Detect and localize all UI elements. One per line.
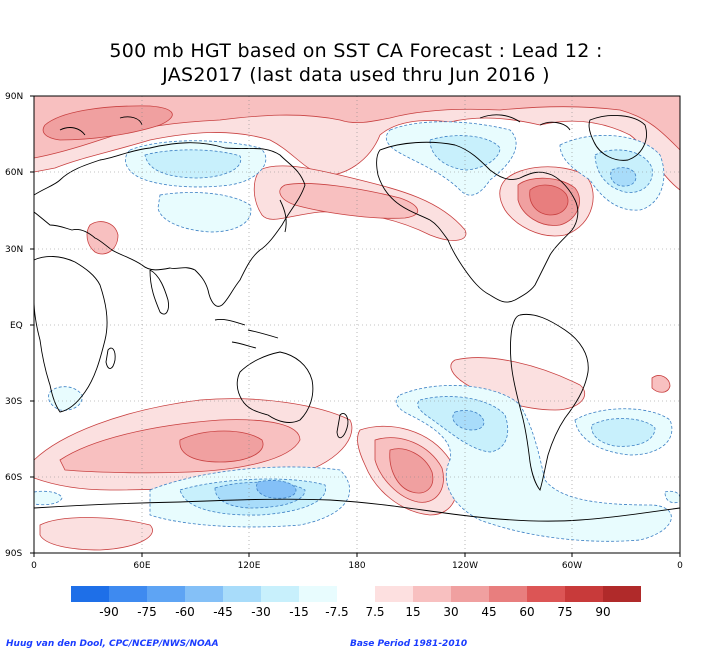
coastline-new-zealand <box>336 413 349 439</box>
colorbar-label: 30 <box>443 605 458 619</box>
lat-label-30s: 30S <box>5 397 22 407</box>
colorbar-swatch <box>375 586 413 602</box>
colorbar-label: -45 <box>213 605 233 619</box>
colorbar-swatch <box>337 586 375 602</box>
colorbar-label: 90 <box>595 605 610 619</box>
anomaly-east-south-negative <box>664 490 680 504</box>
lon-label-0-right: 0 <box>677 561 683 571</box>
anomaly-atlantic-small-positive <box>651 375 671 393</box>
lat-label-eq: EQ <box>10 321 23 331</box>
map-plot-area: 90N 60N 30N EQ 30S 60S 90S 0 60E 120E 18… <box>5 92 683 571</box>
lon-label-60w: 60W <box>562 561 582 571</box>
credit-author: Huug van den Dool, CPC/NCEP/NWS/NOAA <box>6 639 219 649</box>
colorbar-label: -60 <box>175 605 195 619</box>
coastline-arctic-islands <box>59 114 571 136</box>
coastline-antarctica <box>34 498 680 522</box>
colorbar-swatch <box>261 586 299 602</box>
anomaly-west-south-negative <box>34 490 63 506</box>
colorbar-swatch <box>71 586 109 602</box>
colorbar-swatch <box>299 586 337 602</box>
colorbar-labels: -90 -75 -60 -45 -30 -15 -7.5 7.5 15 30 4… <box>99 605 610 619</box>
colorbar-swatch <box>109 586 147 602</box>
colorbar-label: 45 <box>481 605 496 619</box>
coastline-india <box>149 269 169 315</box>
colorbar-label: 15 <box>405 605 420 619</box>
lon-label-0-left: 0 <box>31 561 37 571</box>
colorbar-swatch <box>565 586 603 602</box>
longitude-labels: 0 60E 120E 180 120W 60W 0 <box>31 561 683 571</box>
colorbar-label: -75 <box>137 605 157 619</box>
coastline-madagascar <box>105 347 116 369</box>
anomaly-pacific-positive-2 <box>279 183 418 219</box>
lat-label-90s: 90S <box>5 549 22 559</box>
credit-base-period: Base Period 1981-2010 <box>350 639 468 649</box>
coastline-australia <box>236 351 314 423</box>
anomaly-atlantic-negative-3 <box>610 167 637 187</box>
lat-label-90n: 90N <box>5 92 23 102</box>
lon-label-180: 180 <box>348 561 365 571</box>
colorbar-label: 75 <box>557 605 572 619</box>
anomaly-southern-ocean-negative-4 <box>256 480 297 499</box>
colorbar-swatch <box>223 586 261 602</box>
lon-label-120w: 120W <box>452 561 478 571</box>
colorbar-label: 7.5 <box>365 605 384 619</box>
anomaly-south-indian-positive-3 <box>179 430 264 463</box>
colorbar-swatch <box>147 586 185 602</box>
colorbar-swatch <box>489 586 527 602</box>
colorbar-swatch <box>185 586 223 602</box>
anomaly-na-positive-3 <box>529 184 569 216</box>
chart-title-line-2: JAS2017 (last data used thru Jun 2016 ) <box>162 64 550 86</box>
colorbar-swatch <box>527 586 565 602</box>
colorbar-swatch <box>451 586 489 602</box>
coastline-indonesia <box>214 319 279 349</box>
colorbar-swatch <box>413 586 451 602</box>
chart-title-line-1: 500 mb HGT based on SST CA Forecast : Le… <box>109 40 603 62</box>
coastline-eurasia <box>34 142 306 307</box>
lat-label-30n: 30N <box>5 245 23 255</box>
colorbar-label: -90 <box>99 605 119 619</box>
coastlines <box>34 114 680 522</box>
lat-label-60s: 60S <box>5 473 22 483</box>
grid-lines <box>34 96 680 553</box>
latitude-labels: 90N 60N 30N EQ 30S 60S 90S <box>5 92 23 559</box>
colorbar: -90 -75 -60 -45 -30 -15 -7.5 7.5 15 30 4… <box>71 586 641 619</box>
coastline-south-america <box>510 313 589 491</box>
anomaly-asia-negative-2 <box>144 149 242 179</box>
coastline-japan <box>279 199 287 233</box>
colorbar-swatches <box>71 586 641 602</box>
colorbar-label: -30 <box>251 605 271 619</box>
lat-label-60n: 60N <box>5 168 23 178</box>
lon-label-60e: 60E <box>133 561 150 571</box>
coastline-greenland <box>588 114 647 161</box>
anomaly-antarctic-positive <box>39 517 153 551</box>
anomaly-south-atlantic-negative-2 <box>591 418 656 447</box>
anomaly-mideast-positive <box>86 221 119 255</box>
axis-ticks <box>30 95 681 557</box>
colorbar-label: 60 <box>519 605 534 619</box>
colorbar-swatch <box>603 586 641 602</box>
lon-label-120e: 120E <box>238 561 261 571</box>
coastline-north-america <box>376 141 579 303</box>
colorbar-label: -7.5 <box>325 605 348 619</box>
anomaly-siberia-positive-3 <box>42 105 173 141</box>
anomaly-south-pacific-negative-3 <box>452 410 485 431</box>
anomaly-subtropic-positive <box>450 357 586 411</box>
anomaly-west-negative <box>157 192 252 233</box>
coastline-africa <box>34 256 108 413</box>
colorbar-label: -15 <box>289 605 309 619</box>
